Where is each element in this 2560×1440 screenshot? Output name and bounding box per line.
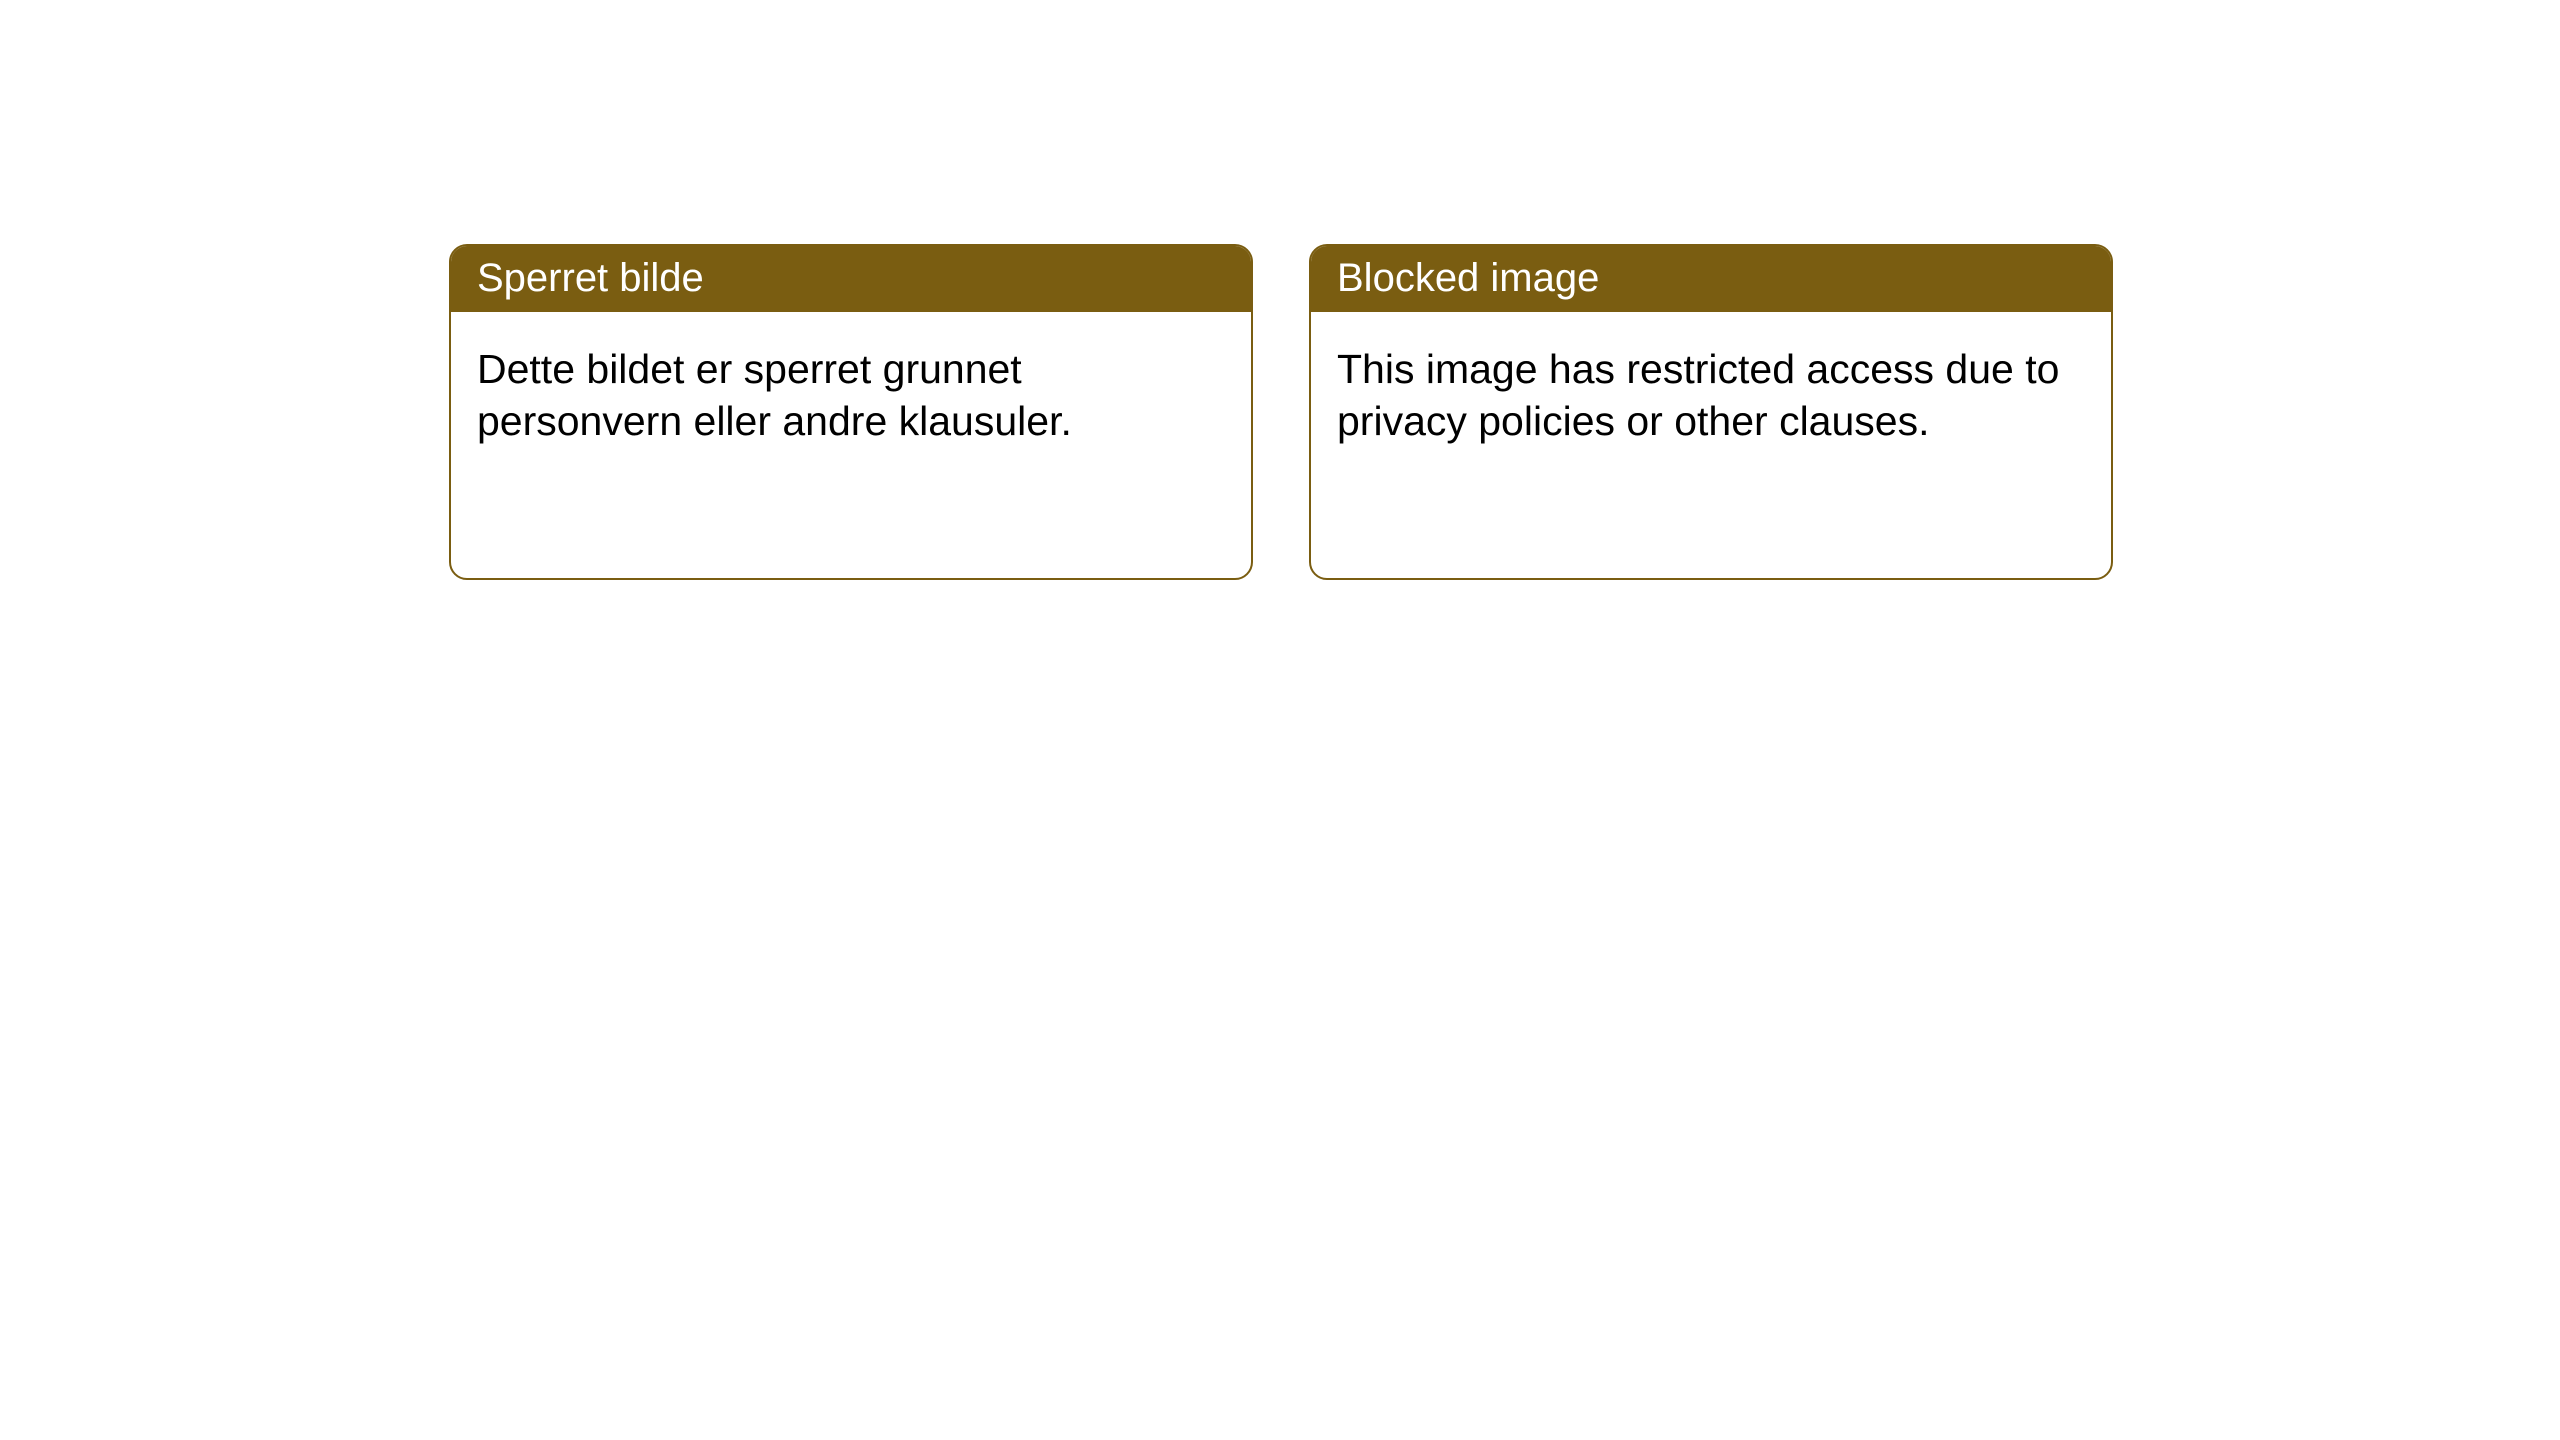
notice-body: This image has restricted access due to … (1311, 312, 2111, 479)
notice-card-norwegian: Sperret bilde Dette bildet er sperret gr… (449, 244, 1253, 580)
notice-container: Sperret bilde Dette bildet er sperret gr… (0, 0, 2560, 580)
notice-body: Dette bildet er sperret grunnet personve… (451, 312, 1251, 479)
notice-card-english: Blocked image This image has restricted … (1309, 244, 2113, 580)
notice-title: Blocked image (1311, 246, 2111, 312)
notice-title: Sperret bilde (451, 246, 1251, 312)
